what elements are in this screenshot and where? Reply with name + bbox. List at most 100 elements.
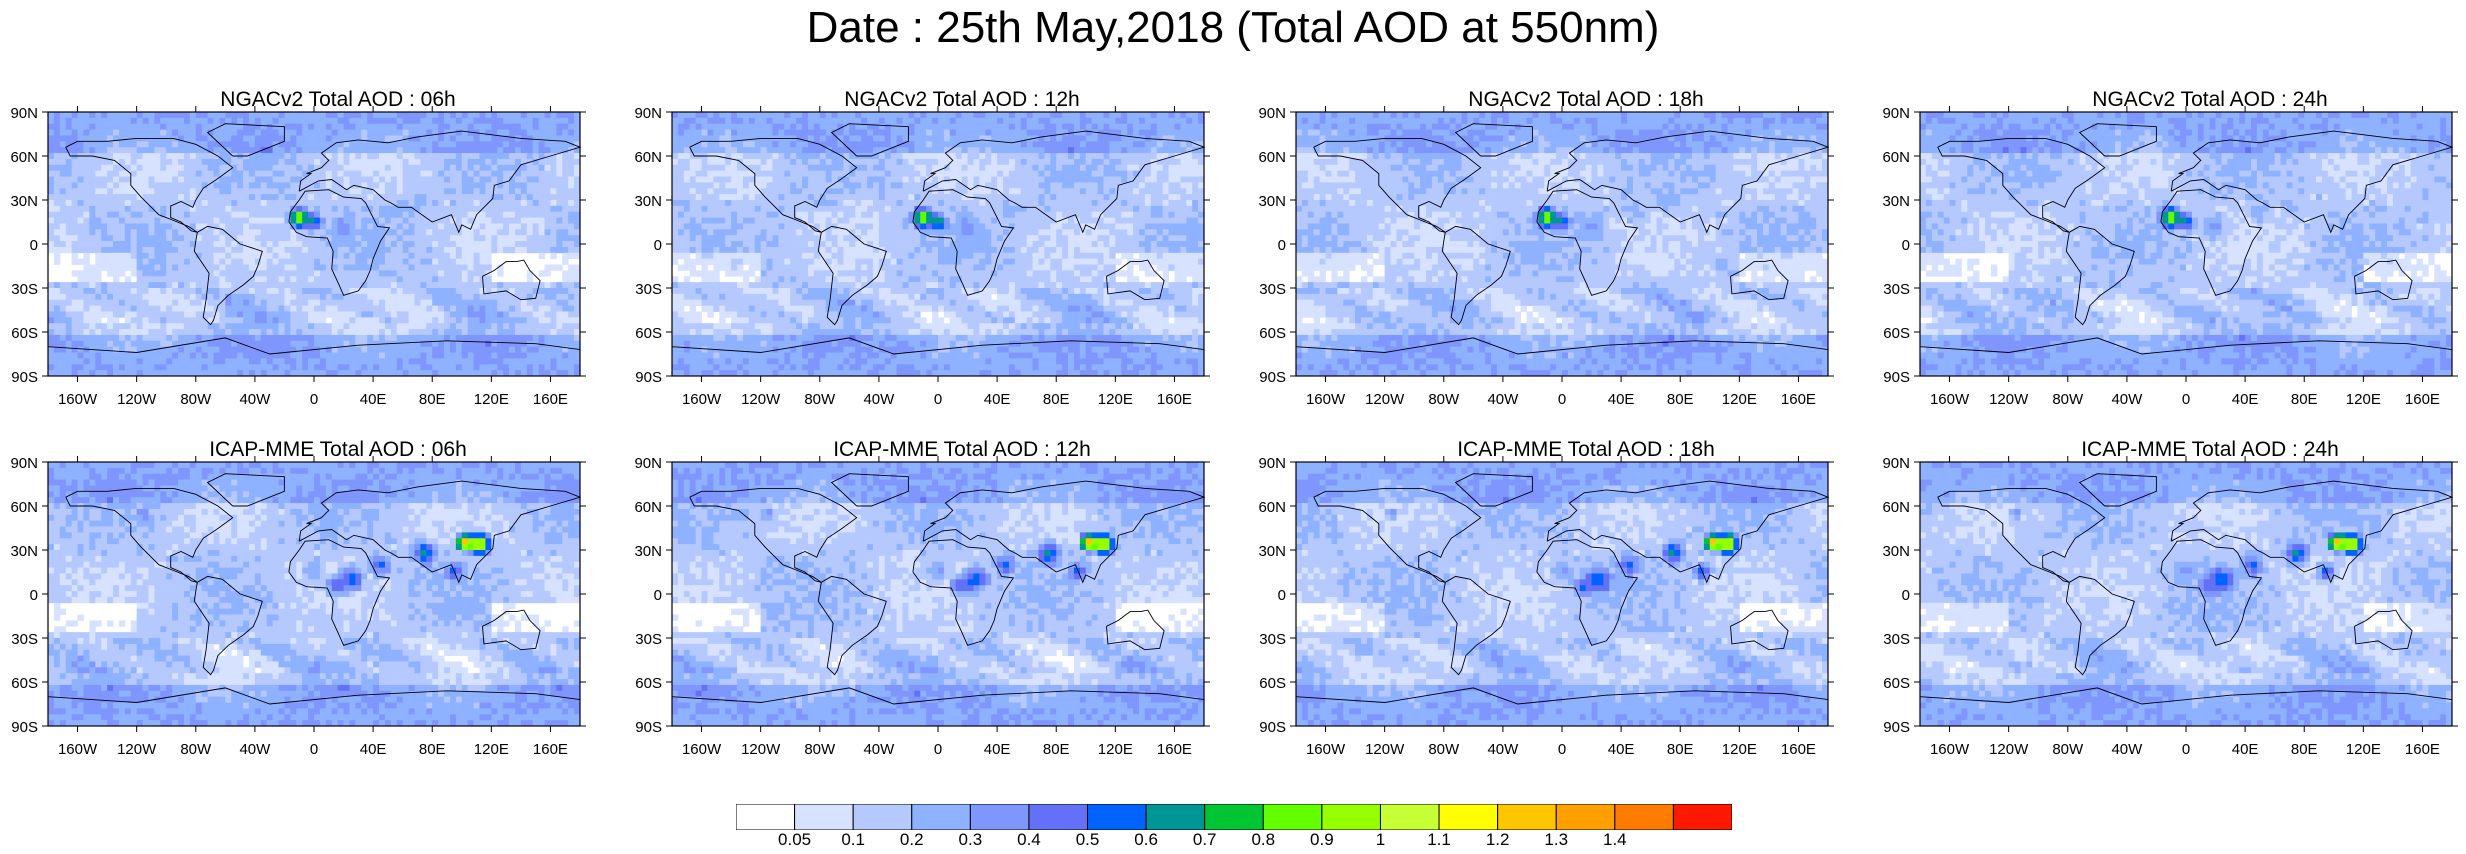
colorbar-label: 0.4 [1017, 830, 1041, 850]
lat-tick-label: 60N [1882, 499, 1910, 516]
panel-title: NGACv2 Total AOD : 12h [672, 88, 1252, 112]
lon-tick-label: 80E [1043, 741, 1070, 758]
lon-tick-label: 80E [2291, 391, 2318, 408]
aod-field [1920, 462, 2453, 727]
lon-tick-label: 40W [239, 391, 271, 408]
lon-tick-label: 120E [2346, 741, 2381, 758]
lat-tick-label: 60N [1258, 149, 1286, 166]
lon-tick-label: 160E [533, 741, 568, 758]
map-panel: NGACv2 Total AOD : 24h 90N 60N 30N 0 30S 60S 90… [1882, 88, 2466, 408]
colorbar-box [1438, 804, 1499, 830]
lat-tick-label: 90S [635, 369, 662, 386]
map-panel: ICAP-MME Total AOD : 12h 90N 60N 30N 0 30S 60S… [634, 438, 1252, 758]
lat-tick-label: 30S [11, 281, 38, 298]
lon-tick-label: 80E [1667, 741, 1694, 758]
figure-title: Date : 25th May,2018 (Total AOD at 550nm… [0, 2, 2466, 54]
coastlines [1919, 473, 2454, 705]
lon-tick-label: 80W [2052, 391, 2084, 408]
lat-tick-label: 60S [1883, 325, 1910, 342]
aod-field [672, 112, 1205, 377]
lon-tick-label: 40E [984, 741, 1011, 758]
aod-field [1296, 462, 1829, 727]
map-panel: ICAP-MME Total AOD : 24h 90N 60N 30N 0 30S 60S… [1882, 438, 2466, 758]
colorbar-box [736, 804, 796, 830]
colorbar-label: 0.9 [1310, 830, 1334, 850]
coastlines [47, 123, 582, 355]
lat-tick-label: 30N [10, 193, 38, 210]
lat-tick-label: 30S [635, 281, 662, 298]
aod-map: 90N 60N 30N 0 30S 60S 90S 160W 120W 80W 40W 0 40E 80E… [634, 105, 1210, 408]
colorbar-box [1497, 804, 1557, 830]
lon-tick-label: 160W [58, 391, 98, 408]
lon-tick-label: 160E [1157, 741, 1192, 758]
colorbar-box [1321, 804, 1381, 830]
lat-tick-label: 60S [635, 325, 662, 342]
lat-tick-label: 90S [1883, 719, 1910, 736]
lon-tick-label: 0 [1558, 741, 1566, 758]
lon-tick-label: 40W [863, 391, 895, 408]
panel-title: NGACv2 Total AOD : 06h [48, 88, 628, 112]
lat-tick-label: 60S [11, 675, 38, 692]
colorbar-box [1262, 804, 1323, 830]
colorbar-label: 0.5 [1076, 830, 1100, 850]
lon-tick-label: 120W [1989, 391, 2029, 408]
aod-map: 90N 60N 30N 0 30S 60S 90S 160W 120W 80W 40W 0 40E 80E… [1882, 105, 2458, 408]
colorbar-label: 0.3 [959, 830, 983, 850]
lon-tick-label: 80W [2052, 741, 2084, 758]
lon-tick-label: 120E [1722, 741, 1757, 758]
colorbar-label: 0.2 [900, 830, 924, 850]
aod-map: 90N 60N 30N 0 30S 60S 90S 160W 120W 80W 40W 0 40E 80E… [10, 105, 586, 408]
lon-tick-label: 160E [533, 391, 568, 408]
lon-tick-label: 160W [1930, 741, 1970, 758]
map-panel: NGACv2 Total AOD : 12h 90N 60N 30N 0 30S 60S 90… [634, 88, 1252, 408]
lat-tick-label: 0 [1278, 587, 1286, 604]
lon-tick-label: 40W [239, 741, 271, 758]
lat-tick-label: 90S [1259, 719, 1286, 736]
lon-tick-label: 40E [1608, 741, 1635, 758]
lon-tick-label: 160W [682, 391, 722, 408]
lon-tick-label: 120W [741, 391, 781, 408]
lon-tick-label: 80W [1428, 391, 1460, 408]
lon-tick-label: 80W [804, 391, 836, 408]
panel-title: ICAP-MME Total AOD : 24h [1920, 438, 2466, 462]
lat-tick-label: 30S [1259, 631, 1286, 648]
panel-title: ICAP-MME Total AOD : 06h [48, 438, 628, 462]
aod-field [672, 462, 1205, 727]
colorbar-label: 0.8 [1251, 830, 1275, 850]
lat-tick-label: 90S [11, 719, 38, 736]
lat-tick-label: 0 [1902, 237, 1910, 254]
lon-tick-label: 120E [1722, 391, 1757, 408]
aod-map: 90N 60N 30N 0 30S 60S 90S 160W 120W 80W 40W 0 40E 80E… [1258, 105, 1834, 408]
colorbar-label: 1.4 [1603, 830, 1627, 850]
lon-tick-label: 0 [934, 391, 942, 408]
lon-tick-label: 40E [1608, 391, 1635, 408]
lon-tick-label: 80E [1043, 391, 1070, 408]
lat-tick-label: 60N [1882, 149, 1910, 166]
lon-tick-label: 80W [180, 741, 212, 758]
colorbar-box [1555, 804, 1616, 830]
lon-tick-label: 160W [1306, 741, 1346, 758]
lat-tick-label: 0 [1278, 237, 1286, 254]
lat-tick-label: 60S [1259, 675, 1286, 692]
lat-tick-label: 90S [1883, 369, 1910, 386]
colorbar-box [1087, 804, 1147, 830]
panel-title: NGACv2 Total AOD : 18h [1296, 88, 1876, 112]
lat-tick-label: 90S [635, 719, 662, 736]
panel-title: ICAP-MME Total AOD : 12h [672, 438, 1252, 462]
lon-tick-label: 40E [2232, 391, 2259, 408]
lon-tick-label: 120E [1098, 741, 1133, 758]
lat-tick-label: 0 [654, 587, 662, 604]
lon-tick-label: 160E [1157, 391, 1192, 408]
lon-tick-label: 40E [2232, 741, 2259, 758]
lon-tick-label: 160E [1781, 391, 1816, 408]
lon-tick-label: 40W [2111, 391, 2143, 408]
lon-tick-label: 120E [1098, 391, 1133, 408]
aod-map: 90N 60N 30N 0 30S 60S 90S 160W 120W 80W 40W 0 40E 80E… [1258, 455, 1834, 758]
lon-tick-label: 80E [1667, 391, 1694, 408]
colorbar-box [1379, 804, 1440, 830]
lat-tick-label: 30N [634, 193, 662, 210]
lon-tick-label: 80W [180, 391, 212, 408]
coastlines [1295, 123, 1830, 355]
lat-tick-label: 30S [635, 631, 662, 648]
colorbar-box [852, 804, 913, 830]
